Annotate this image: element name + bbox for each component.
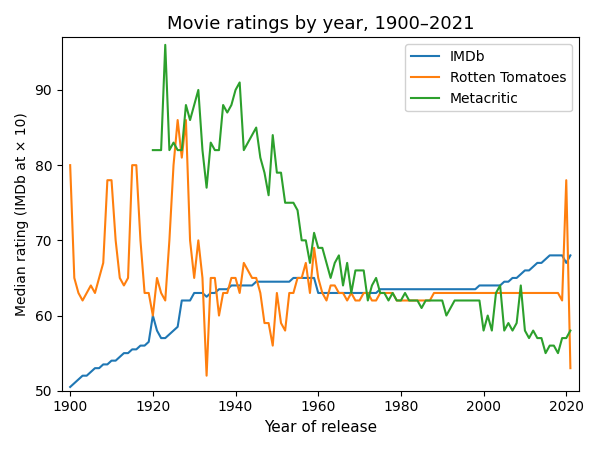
- Rotten Tomatoes: [567, 365, 574, 371]
- Metacritic: [149, 148, 157, 153]
- Legend: IMDb, Rotten Tomatoes, Metacritic: IMDb, Rotten Tomatoes, Metacritic: [405, 44, 572, 111]
- Rotten Tomatoes: [538, 290, 545, 296]
- IMDb: [567, 253, 574, 258]
- Rotten Tomatoes: [187, 238, 194, 243]
- IMDb: [546, 253, 553, 258]
- Metacritic: [513, 320, 520, 326]
- Rotten Tomatoes: [236, 290, 243, 296]
- Metacritic: [542, 351, 549, 356]
- Metacritic: [480, 328, 487, 333]
- IMDb: [182, 298, 190, 303]
- IMDb: [228, 283, 235, 288]
- Line: Rotten Tomatoes: Rotten Tomatoes: [70, 120, 571, 376]
- IMDb: [67, 384, 74, 390]
- Metacritic: [447, 305, 454, 310]
- IMDb: [340, 290, 347, 296]
- Title: Movie ratings by year, 1900–2021: Movie ratings by year, 1900–2021: [167, 15, 474, 33]
- Rotten Tomatoes: [67, 162, 74, 168]
- Rotten Tomatoes: [347, 290, 355, 296]
- Metacritic: [344, 260, 351, 265]
- IMDb: [554, 253, 562, 258]
- Metacritic: [244, 140, 251, 145]
- X-axis label: Year of release: Year of release: [264, 420, 377, 435]
- Y-axis label: Median rating (IMDb at × 10): Median rating (IMDb at × 10): [15, 112, 29, 316]
- Metacritic: [567, 328, 574, 333]
- Line: IMDb: IMDb: [70, 256, 571, 387]
- Rotten Tomatoes: [174, 117, 181, 123]
- IMDb: [385, 287, 392, 292]
- Rotten Tomatoes: [393, 298, 400, 303]
- Metacritic: [232, 87, 239, 93]
- Line: Metacritic: Metacritic: [153, 45, 571, 353]
- IMDb: [530, 264, 537, 270]
- Metacritic: [161, 42, 169, 48]
- Rotten Tomatoes: [559, 298, 566, 303]
- Rotten Tomatoes: [203, 373, 210, 378]
